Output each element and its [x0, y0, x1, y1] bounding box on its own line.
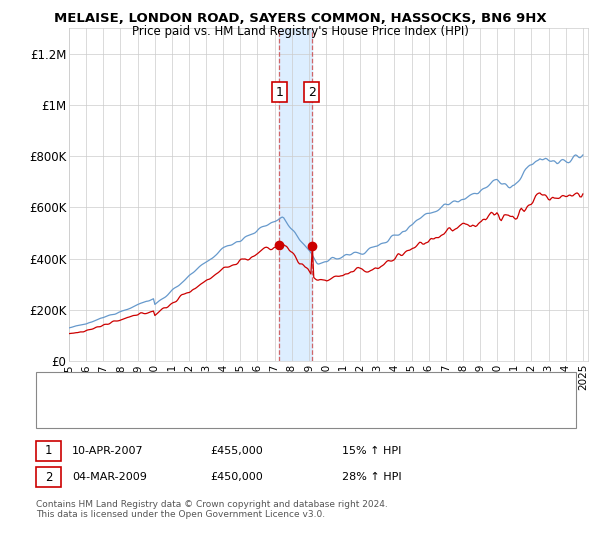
Text: £450,000: £450,000: [210, 472, 263, 482]
Text: 2: 2: [45, 470, 52, 484]
Text: MELAISE, LONDON ROAD, SAYERS COMMON, HASSOCKS, BN6 9HX (detached house): MELAISE, LONDON ROAD, SAYERS COMMON, HAS…: [87, 383, 528, 393]
Text: MELAISE, LONDON ROAD, SAYERS COMMON, HASSOCKS, BN6 9HX: MELAISE, LONDON ROAD, SAYERS COMMON, HAS…: [53, 12, 547, 25]
Text: Contains HM Land Registry data © Crown copyright and database right 2024.
This d: Contains HM Land Registry data © Crown c…: [36, 500, 388, 519]
Text: 10-APR-2007: 10-APR-2007: [72, 446, 143, 456]
Text: 28% ↑ HPI: 28% ↑ HPI: [342, 472, 401, 482]
Text: 15% ↑ HPI: 15% ↑ HPI: [342, 446, 401, 456]
Text: 1: 1: [45, 444, 52, 458]
Bar: [279, 28, 312, 361]
Text: 1: 1: [275, 86, 283, 99]
Text: 2: 2: [308, 86, 316, 99]
Text: Price paid vs. HM Land Registry's House Price Index (HPI): Price paid vs. HM Land Registry's House …: [131, 25, 469, 38]
Text: HPI: Average price, detached house, Mid Sussex: HPI: Average price, detached house, Mid …: [87, 408, 338, 418]
Text: £455,000: £455,000: [210, 446, 263, 456]
Text: 04-MAR-2009: 04-MAR-2009: [72, 472, 147, 482]
